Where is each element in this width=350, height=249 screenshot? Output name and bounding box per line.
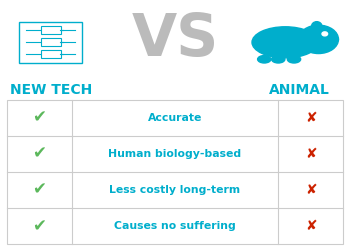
Ellipse shape (331, 37, 338, 41)
FancyBboxPatch shape (41, 26, 61, 34)
Circle shape (322, 32, 328, 36)
Text: Accurate: Accurate (148, 113, 202, 123)
Ellipse shape (312, 22, 322, 31)
Text: Human biology-based: Human biology-based (108, 149, 241, 159)
Text: ✘: ✘ (305, 111, 316, 125)
Text: ✔: ✔ (33, 109, 46, 127)
Text: Less costly long-term: Less costly long-term (110, 185, 240, 195)
FancyBboxPatch shape (41, 38, 61, 46)
Text: ✘: ✘ (305, 219, 316, 233)
Text: ✔: ✔ (33, 217, 46, 235)
FancyBboxPatch shape (41, 50, 61, 58)
Ellipse shape (272, 56, 285, 63)
Text: ANIMAL: ANIMAL (269, 83, 330, 97)
Text: NEW TECH: NEW TECH (10, 83, 92, 97)
Text: Causes no suffering: Causes no suffering (114, 221, 236, 231)
Text: ✘: ✘ (305, 147, 316, 161)
Text: ✔: ✔ (33, 181, 46, 199)
Bar (7, 100, 343, 244)
Circle shape (299, 25, 338, 54)
Ellipse shape (287, 56, 301, 63)
Ellipse shape (252, 27, 318, 58)
Text: ✔: ✔ (33, 145, 46, 163)
Text: ✘: ✘ (305, 183, 316, 197)
FancyBboxPatch shape (19, 22, 82, 63)
Ellipse shape (258, 56, 271, 63)
Text: VS: VS (131, 11, 219, 68)
